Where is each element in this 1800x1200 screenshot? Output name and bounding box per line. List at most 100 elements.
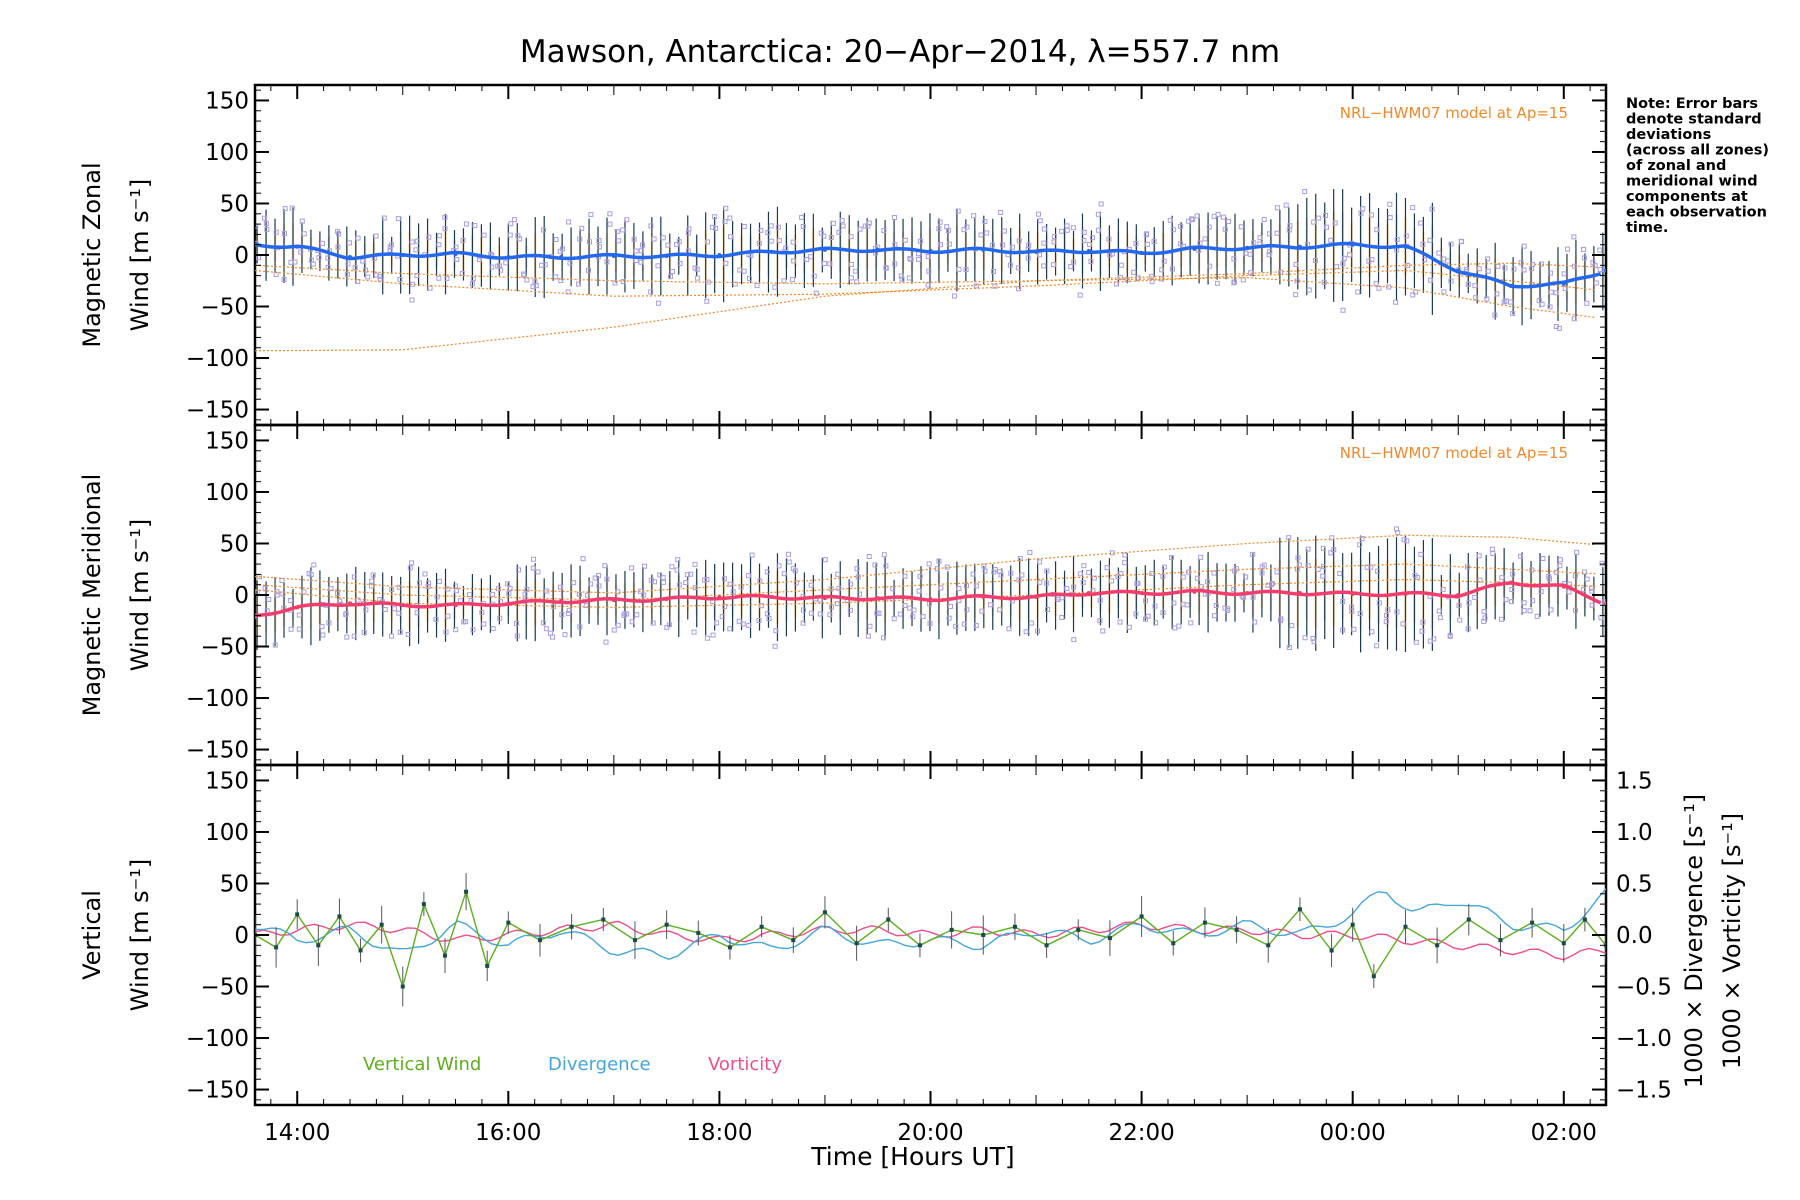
zonal-wind-point (1350, 242, 1355, 247)
zone-sample (490, 626, 496, 632)
zone-sample (467, 592, 473, 598)
zone-sample (1194, 575, 1200, 581)
zone-sample (262, 215, 268, 221)
zone-sample (263, 220, 269, 226)
zone-sample (857, 226, 863, 232)
zone-sample (973, 283, 979, 289)
zone-sample (1359, 536, 1365, 542)
legend-divergence: Divergence (548, 1054, 651, 1075)
zone-sample (496, 586, 502, 592)
zone-sample (1387, 201, 1393, 207)
zone-sample (944, 224, 950, 230)
zone-sample (1286, 227, 1292, 233)
zone-sample (908, 256, 914, 262)
zone-sample (1547, 270, 1553, 276)
zonal-wind-point (559, 255, 564, 260)
zonal-wind-point (1139, 250, 1144, 255)
zone-sample (505, 581, 511, 587)
zone-sample (361, 629, 367, 635)
meridional-wind-point (1403, 591, 1408, 596)
zone-sample (1080, 579, 1086, 585)
zone-sample (530, 556, 536, 562)
vertical-wind-point (295, 912, 300, 917)
zone-sample (1553, 324, 1559, 330)
meridional-wind-point (611, 598, 616, 603)
zone-sample (1211, 613, 1217, 619)
zone-sample (992, 283, 998, 289)
zone-sample (445, 586, 451, 592)
zone-sample (470, 276, 476, 282)
zone-sample (1086, 570, 1092, 576)
zone-sample (917, 573, 923, 579)
zone-sample (580, 556, 586, 562)
zone-sample (1518, 553, 1524, 559)
zone-sample (1597, 266, 1603, 272)
zone-sample (472, 223, 478, 229)
zone-sample (631, 236, 637, 242)
vertical-wind-point (854, 941, 859, 946)
zone-sample (721, 576, 727, 582)
zone-sample (1295, 555, 1301, 561)
zone-sample (953, 623, 959, 629)
legend-vorticity: Vorticity (708, 1054, 782, 1075)
zone-sample (764, 611, 770, 617)
zone-sample (1152, 603, 1158, 609)
zone-sample (1305, 563, 1311, 569)
zone-sample (1035, 628, 1041, 634)
zone-sample (1521, 243, 1527, 249)
zone-sample (925, 254, 931, 260)
zone-sample (306, 570, 312, 576)
zone-sample (1202, 236, 1208, 242)
zone-sample (345, 261, 351, 267)
zone-sample (1419, 628, 1425, 634)
zone-sample (1064, 223, 1070, 229)
zone-sample (1464, 266, 1470, 272)
zone-sample (346, 240, 352, 246)
meridional-wind-point (981, 595, 986, 600)
y-tick-label: 150 (205, 88, 249, 114)
zone-sample (266, 596, 272, 602)
zone-sample (657, 572, 663, 578)
zonal-wind-point (1297, 244, 1302, 249)
zone-sample (749, 552, 755, 558)
zone-sample (1259, 570, 1265, 576)
zone-sample (1251, 240, 1257, 246)
zone-sample (1231, 256, 1237, 262)
zone-sample (991, 268, 997, 274)
zone-sample (881, 552, 887, 558)
zone-sample (800, 224, 806, 230)
zone-sample (847, 581, 853, 587)
zone-sample (1383, 619, 1389, 625)
zone-sample (521, 272, 527, 278)
zone-sample (775, 224, 781, 230)
zone-sample (937, 242, 943, 248)
zone-sample (1581, 569, 1587, 575)
zone-sample (981, 563, 987, 569)
zone-sample (1311, 639, 1317, 645)
zone-sample (1081, 229, 1087, 235)
zone-sample (902, 603, 908, 609)
meridional-wind-point (928, 597, 933, 602)
zone-sample (592, 575, 598, 581)
zone-sample (961, 227, 967, 233)
zone-sample (369, 578, 375, 584)
meridional-wind-point (717, 595, 722, 600)
zone-sample (1037, 218, 1043, 224)
zone-sample (963, 267, 969, 273)
zone-sample (516, 567, 522, 573)
zone-sample (685, 230, 691, 236)
vertical-wind-point (1466, 917, 1471, 922)
zone-sample (1009, 244, 1015, 250)
zone-sample (476, 256, 482, 262)
vertical-wind-point (1171, 941, 1176, 946)
zone-sample (683, 580, 689, 586)
zone-sample (902, 573, 908, 579)
zone-sample (1151, 238, 1157, 244)
zone-sample (436, 578, 442, 584)
zone-sample (656, 300, 662, 306)
zone-sample (813, 290, 819, 296)
zone-sample (407, 565, 413, 571)
divergence-line (255, 888, 1606, 961)
zone-sample (660, 579, 666, 585)
